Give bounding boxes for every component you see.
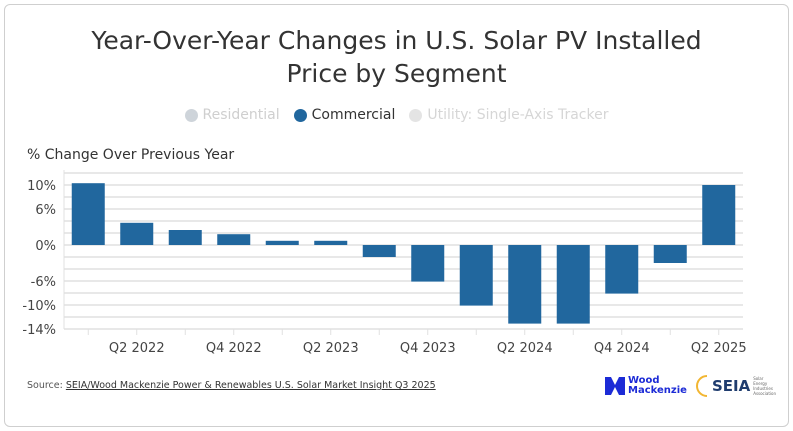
chart-title-line-2: Price by Segment bbox=[286, 59, 507, 88]
legend-item-commercial[interactable]: Commercial bbox=[293, 107, 396, 123]
legend-label: Residential bbox=[202, 107, 280, 123]
legend: Residential Commercial Utility: Single-A… bbox=[0, 107, 793, 123]
x-tick-label: Q2 2023 bbox=[303, 341, 359, 356]
legend-label: Utility: Single-Axis Tracker bbox=[427, 107, 609, 123]
bar-q2-2024 bbox=[508, 245, 542, 324]
source-note: Source: SEIA/Wood Mackenzie Power & Rene… bbox=[27, 380, 436, 391]
chart-card bbox=[4, 4, 789, 427]
source-link[interactable]: SEIA/Wood Mackenzie Power & Renewables U… bbox=[65, 380, 436, 391]
x-tick-label: Q2 2024 bbox=[497, 341, 553, 356]
x-tick-label: Q2 2022 bbox=[109, 341, 165, 356]
wood-mackenzie-mark-icon bbox=[605, 377, 625, 395]
legend-item-residential[interactable]: Residential bbox=[184, 107, 280, 123]
y-tick-label: 0% bbox=[35, 239, 56, 254]
bar-q3-2022 bbox=[168, 230, 202, 245]
chart-title: Year-Over-Year Changes in U.S. Solar PV … bbox=[0, 24, 793, 90]
x-tick-label: Q4 2024 bbox=[594, 341, 650, 356]
bar-q1-2024 bbox=[459, 245, 493, 306]
bar-q2-2022 bbox=[120, 222, 154, 245]
bar-q4-2022 bbox=[217, 234, 251, 245]
chart-title-line-1: Year-Over-Year Changes in U.S. Solar PV … bbox=[91, 26, 702, 55]
bar-q4-2023 bbox=[411, 245, 445, 282]
x-tick-label: Q4 2022 bbox=[206, 341, 262, 356]
x-tick-label: Q2 2025 bbox=[691, 341, 747, 356]
legend-label: Commercial bbox=[311, 107, 396, 123]
bar-q1-2025 bbox=[653, 245, 687, 263]
y-tick-label: 10% bbox=[27, 179, 56, 194]
y-tick-label: -10% bbox=[22, 299, 56, 314]
y-tick-label: -14% bbox=[22, 323, 56, 338]
bar-q4-2024 bbox=[605, 245, 639, 294]
y-axis-title: % Change Over Previous Year bbox=[27, 147, 235, 163]
legend-marker-icon bbox=[409, 108, 423, 122]
seia-logo: SEIA Solar Energy Industries Association bbox=[695, 374, 777, 398]
wood-mackenzie-logo: Wood Mackenzie bbox=[605, 376, 687, 396]
bar-q3-2024 bbox=[556, 245, 590, 324]
x-tick-label: Q4 2023 bbox=[400, 341, 456, 356]
seia-arc-icon bbox=[695, 375, 708, 397]
y-tick-label: 6% bbox=[35, 203, 56, 218]
y-tick-label: -6% bbox=[31, 275, 56, 290]
bar-q2-2023 bbox=[314, 240, 348, 245]
legend-item-utility[interactable]: Utility: Single-Axis Tracker bbox=[409, 107, 608, 123]
bar-q2-2025 bbox=[702, 185, 736, 245]
bar-q1-2022 bbox=[71, 183, 105, 245]
legend-marker-icon bbox=[293, 108, 307, 122]
legend-marker-icon bbox=[184, 108, 198, 122]
bar-q1-2023 bbox=[265, 240, 299, 245]
bar-q3-2023 bbox=[362, 245, 396, 257]
logos: Wood Mackenzie SEIA Solar Energy Industri… bbox=[605, 374, 777, 398]
source-prefix: Source: bbox=[27, 380, 66, 391]
